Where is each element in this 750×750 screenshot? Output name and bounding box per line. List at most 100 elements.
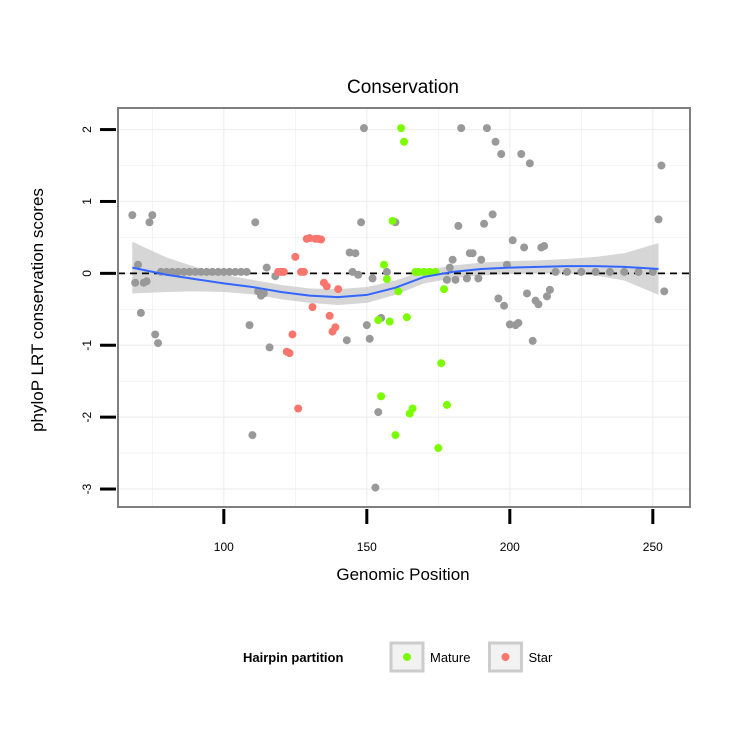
legend-items: Mature Star [389, 641, 553, 673]
data-point [468, 249, 477, 258]
x-tick-label: 250 [643, 540, 663, 554]
data-point [317, 235, 326, 244]
data-point [219, 267, 228, 276]
plot-border [117, 107, 691, 508]
data-point [251, 218, 260, 227]
x-axis-title: Genomic Position [336, 565, 469, 584]
series-star [274, 234, 343, 413]
data-point [202, 267, 211, 276]
data-point [660, 287, 669, 296]
data-point [480, 219, 489, 228]
data-point [134, 260, 143, 269]
data-point [514, 318, 523, 327]
data-point [242, 267, 251, 276]
data-point [388, 216, 397, 225]
data-point [128, 211, 137, 220]
data-point [191, 267, 200, 276]
data-point [291, 252, 300, 261]
data-point [491, 137, 500, 146]
x-tick-label: 150 [357, 540, 377, 554]
points-layer [128, 124, 669, 492]
data-point [520, 243, 529, 252]
data-point [482, 124, 491, 133]
data-point [522, 289, 531, 298]
data-point [657, 161, 666, 170]
data-point [374, 316, 383, 325]
data-point [654, 215, 663, 224]
data-point [508, 236, 517, 245]
legend-label: Star [528, 650, 553, 665]
data-point [354, 270, 363, 279]
data-point [342, 336, 351, 345]
data-point [248, 431, 257, 440]
legend-item-star: Star [487, 641, 553, 673]
data-point [236, 267, 245, 276]
data-point [325, 311, 334, 320]
data-point [494, 294, 503, 303]
data-point [285, 349, 294, 358]
data-point [634, 267, 643, 276]
data-point [440, 285, 449, 294]
legend-label: Mature [430, 650, 470, 665]
data-point [474, 274, 483, 283]
data-point [462, 274, 471, 283]
y-tick-label: 1 [80, 198, 94, 205]
data-point [525, 159, 534, 168]
data-point [131, 278, 140, 287]
data-point [151, 330, 160, 339]
data-point [414, 267, 423, 276]
data-point [196, 267, 205, 276]
data-point [374, 408, 383, 417]
data-point [620, 267, 629, 276]
data-point [394, 287, 403, 296]
data-point [577, 267, 586, 276]
data-point [185, 267, 194, 276]
data-point [245, 321, 254, 330]
data-point [425, 267, 434, 276]
series-mature [374, 124, 451, 453]
data-point [591, 267, 600, 276]
data-point [331, 323, 340, 332]
data-point [448, 255, 457, 264]
legend: Hairpin partition Mature Star [243, 641, 553, 673]
data-point [551, 267, 560, 276]
y-tick-label: -1 [80, 340, 94, 351]
data-point [445, 263, 454, 272]
data-point [442, 400, 451, 409]
y-tick-label: -3 [80, 483, 94, 494]
legend-key-point [501, 653, 510, 661]
y-tick-label: 0 [80, 270, 94, 277]
data-point [142, 277, 151, 286]
data-point [365, 334, 374, 343]
x-tick-label: 200 [500, 540, 520, 554]
data-point [648, 267, 657, 276]
legend-item-mature: Mature [389, 641, 470, 673]
data-point [279, 267, 288, 276]
grid [118, 108, 690, 507]
data-point [382, 275, 391, 284]
data-point [351, 249, 360, 258]
data-point [379, 260, 388, 269]
data-point [334, 285, 343, 294]
data-point [174, 267, 183, 276]
data-point [288, 330, 297, 339]
data-point [385, 317, 394, 326]
smooth-line-layer [132, 265, 659, 299]
smooth-line [132, 265, 659, 299]
data-point [225, 267, 234, 276]
data-point [451, 275, 460, 284]
data-point [457, 124, 466, 133]
data-point [368, 274, 377, 283]
y-tick-label: 2 [80, 126, 94, 133]
data-point [377, 392, 386, 401]
data-point [136, 308, 145, 317]
data-point [534, 300, 543, 309]
data-point [231, 267, 240, 276]
data-point [259, 289, 268, 298]
data-point [371, 483, 380, 492]
data-point [179, 267, 188, 276]
data-point [382, 267, 391, 276]
data-point [488, 210, 497, 219]
data-point [497, 150, 506, 159]
